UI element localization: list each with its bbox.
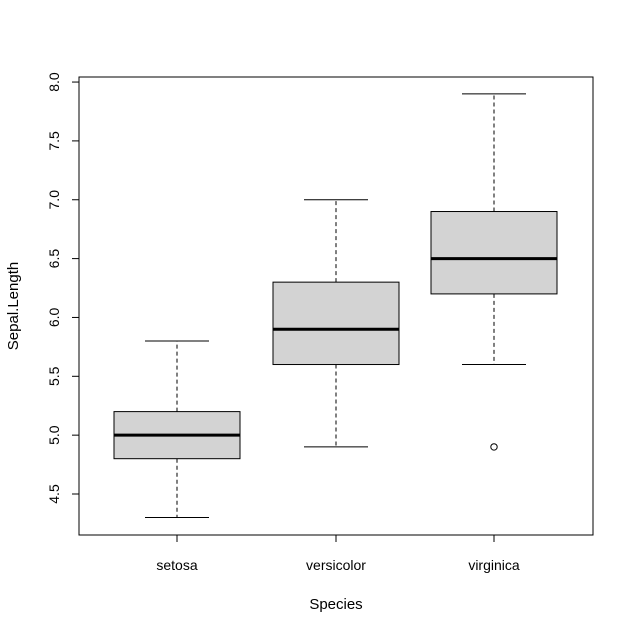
- y-tick-label: 6.0: [46, 308, 62, 328]
- x-tick-label-setosa: setosa: [156, 557, 197, 573]
- box-virginica: [430, 93, 558, 451]
- y-tick-label: 5.5: [46, 366, 62, 386]
- y-axis-label: Sepal.Length: [5, 262, 22, 350]
- box-setosa: [113, 340, 241, 519]
- y-axis: 4.5 5.0 5.5 6.0 6.5 7.0 7.5 8.0: [46, 72, 80, 504]
- x-axis: setosa versicolor virginica: [156, 534, 520, 573]
- box-iqr: [272, 281, 400, 366]
- x-axis-label: Species: [309, 596, 362, 613]
- y-tick-label: 5.0: [46, 425, 62, 445]
- box-iqr: [430, 211, 558, 295]
- y-tick-label: 7.0: [46, 190, 62, 210]
- x-tick-label-versicolor: versicolor: [306, 557, 366, 573]
- x-tick-label-virginica: virginica: [468, 557, 520, 573]
- box-group: [113, 93, 558, 519]
- box-versicolor: [272, 199, 400, 448]
- y-tick-label: 8.0: [46, 72, 62, 92]
- y-tick-label: 7.5: [46, 131, 62, 151]
- outlier-point: [490, 443, 498, 451]
- y-tick-label: 6.5: [46, 249, 62, 269]
- y-tick-label: 4.5: [46, 484, 62, 504]
